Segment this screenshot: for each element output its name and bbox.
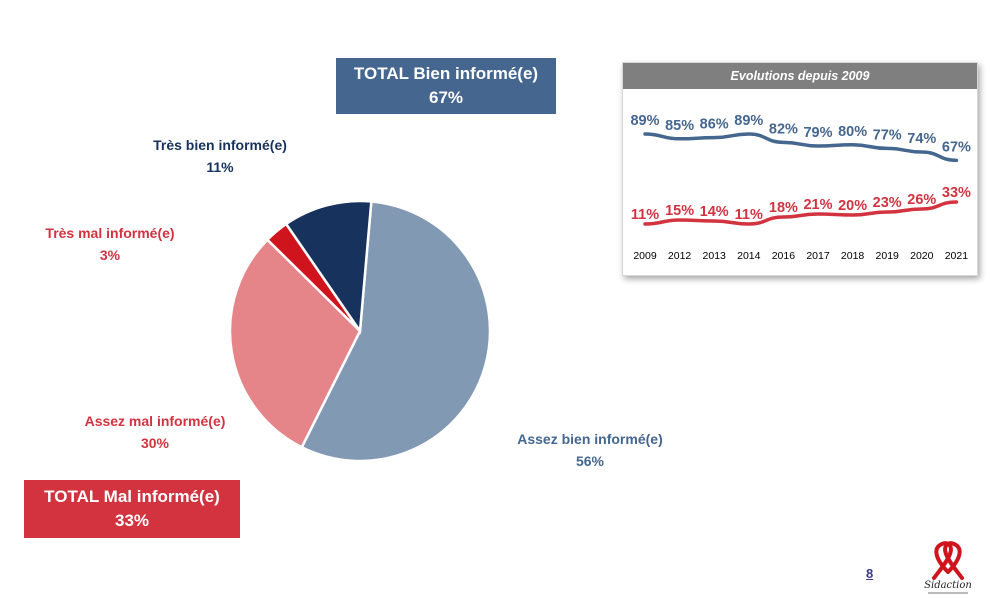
label-tres-mal-value: 3% [99, 247, 121, 263]
sidaction-logo: Sidaction [924, 541, 972, 594]
x-tick-2014: 2014 [737, 250, 761, 262]
data-label-s1-2021: 67% [942, 139, 971, 155]
data-label-s1-2013: 86% [700, 117, 729, 133]
evolution-panel: Evolutions depuis 2009 89% 85% 86% 89% 82% 79… [622, 62, 978, 276]
x-tick-2009: 2009 [633, 250, 657, 262]
svg-text:Sidaction: Sidaction [924, 580, 972, 591]
data-label-s2-2018: 20% [838, 198, 867, 214]
data-label-s1-2012: 85% [665, 118, 694, 134]
total-bad-title: TOTAL Mal informé(e) [44, 487, 220, 506]
evolution-title: Evolutions depuis 2009 [623, 63, 977, 89]
data-label-s1-2014: 89% [734, 113, 763, 129]
page-number: 8 [866, 566, 874, 581]
label-assez-mal-value: 30% [140, 435, 170, 451]
data-label-s2-2016: 18% [769, 200, 798, 216]
data-label-s2-2020: 26% [907, 192, 936, 208]
label-assez-bien-value: 56% [575, 453, 605, 469]
x-tick-2021: 2021 [945, 250, 969, 262]
total-bad-box: TOTAL Mal informé(e) 33% [24, 480, 240, 538]
evolution-line-chart: 89% 85% 86% 89% 82% 79% 80% 77% 74% 67% 11% 15% 14% 1… [630, 113, 971, 262]
data-label-s1-2009: 89% [630, 113, 659, 129]
label-tres-mal-name: Très mal informé(e) [45, 225, 175, 241]
data-label-s2-2021: 33% [942, 185, 971, 201]
label-tres-bien: Très bien informé(e) 11% [130, 134, 310, 178]
x-tick-2020: 2020 [910, 250, 934, 262]
label-assez-bien: Assez bien informé(e) 56% [490, 428, 690, 472]
x-tick-2017: 2017 [806, 250, 830, 262]
data-label-s1-2020: 74% [907, 131, 936, 147]
data-label-s1-2019: 77% [873, 127, 902, 143]
label-assez-mal-name: Assez mal informé(e) [84, 413, 226, 429]
x-tick-2018: 2018 [841, 250, 865, 262]
data-label-s2-2014: 11% [735, 207, 763, 223]
x-tick-2016: 2016 [772, 250, 796, 262]
label-assez-mal: Assez mal informé(e) 30% [65, 410, 245, 454]
pie-slice-1 [300, 200, 492, 463]
series-line-1 [643, 132, 959, 163]
data-label-s2-2013: 14% [700, 204, 729, 220]
data-label-s2-2012: 15% [665, 203, 694, 219]
label-tres-bien-name: Très bien informé(e) [153, 137, 287, 153]
x-tick-2013: 2013 [703, 250, 727, 262]
label-tres-bien-value: 11% [206, 159, 234, 175]
data-label-s2-2017: 21% [803, 197, 832, 213]
series-line-2 [643, 200, 959, 226]
label-assez-bien-name: Assez bien informé(e) [517, 431, 663, 447]
pie-slice-4 [284, 199, 373, 335]
total-bad-value: 33% [114, 511, 150, 530]
pie-slice-2 [228, 237, 362, 449]
data-label-s1-2016: 82% [769, 121, 798, 137]
data-label-s1-2018: 80% [838, 124, 867, 140]
data-label-s1-2017: 79% [803, 125, 832, 141]
total-good-value: 67% [428, 88, 464, 107]
data-label-s2-2019: 23% [873, 195, 902, 211]
total-good-box: TOTAL Bien informé(e) 67% [336, 58, 556, 114]
x-tick-2019: 2019 [876, 250, 900, 262]
total-good-title: TOTAL Bien informé(e) [353, 64, 539, 83]
x-tick-2012: 2012 [668, 250, 692, 262]
data-label-s2-2009: 11% [631, 207, 659, 223]
label-tres-mal: Très mal informé(e) 3% [20, 222, 200, 266]
